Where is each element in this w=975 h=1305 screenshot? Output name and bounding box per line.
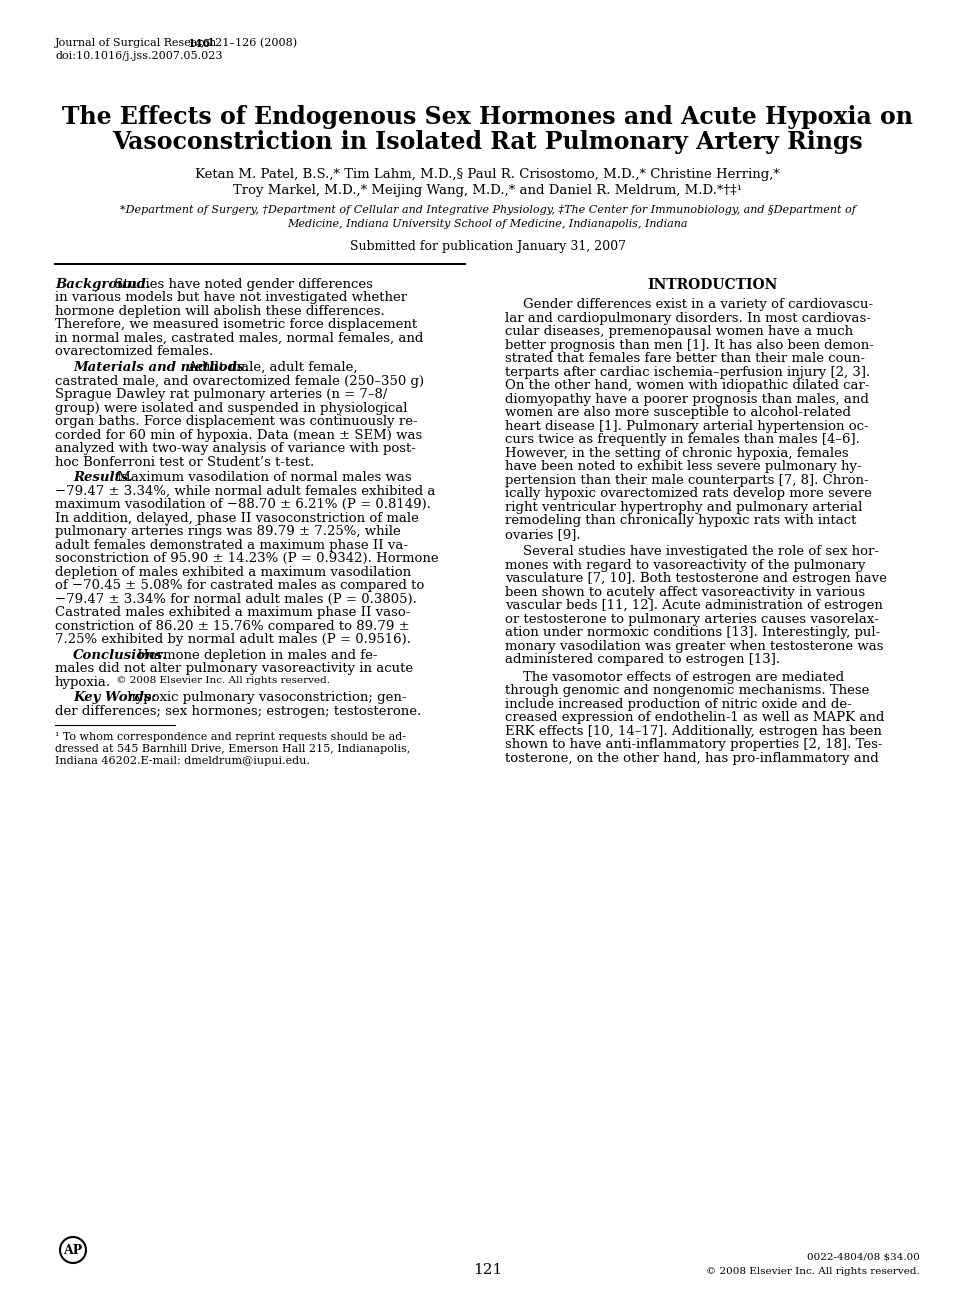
Text: Adult male, adult female,: Adult male, adult female, bbox=[183, 361, 357, 375]
Text: Castrated males exhibited a maximum phase II vaso-: Castrated males exhibited a maximum phas… bbox=[55, 606, 410, 619]
Text: Medicine, Indiana University School of Medicine, Indianapolis, Indiana: Medicine, Indiana University School of M… bbox=[288, 219, 687, 228]
Text: Indiana 46202.E-mail: dmeldrum@iupui.edu.: Indiana 46202.E-mail: dmeldrum@iupui.edu… bbox=[55, 756, 310, 766]
Text: 121: 121 bbox=[473, 1263, 502, 1278]
Text: monary vasodilation was greater when testosterone was: monary vasodilation was greater when tes… bbox=[505, 639, 883, 652]
Text: have been noted to exhibit less severe pulmonary hy-: have been noted to exhibit less severe p… bbox=[505, 461, 862, 474]
Text: , 121–126 (2008): , 121–126 (2008) bbox=[201, 38, 297, 48]
Text: ¹ To whom correspondence and reprint requests should be ad-: ¹ To whom correspondence and reprint req… bbox=[55, 732, 406, 741]
Text: Gender differences exist in a variety of cardiovascu-: Gender differences exist in a variety of… bbox=[523, 299, 874, 312]
Text: ovaries [9].: ovaries [9]. bbox=[505, 527, 581, 540]
Text: der differences; sex hormones; estrogen; testosterone.: der differences; sex hormones; estrogen;… bbox=[55, 705, 421, 718]
Text: Background.: Background. bbox=[55, 278, 150, 291]
Text: ation under normoxic conditions [13]. Interestingly, pul-: ation under normoxic conditions [13]. In… bbox=[505, 626, 880, 639]
Text: maximum vasodilation of −88.70 ± 6.21% (P = 0.8149).: maximum vasodilation of −88.70 ± 6.21% (… bbox=[55, 499, 431, 512]
Text: hypoxic pulmonary vasoconstriction; gen-: hypoxic pulmonary vasoconstriction; gen- bbox=[124, 692, 407, 705]
Text: 7.25% exhibited by normal adult males (P = 0.9516).: 7.25% exhibited by normal adult males (P… bbox=[55, 633, 411, 646]
Text: Studies have noted gender differences: Studies have noted gender differences bbox=[110, 278, 373, 291]
Text: through genomic and nongenomic mechanisms. These: through genomic and nongenomic mechanism… bbox=[505, 684, 870, 697]
Text: Maximum vasodilation of normal males was: Maximum vasodilation of normal males was bbox=[113, 471, 411, 484]
Text: Ketan M. Patel, B.S.,* Tim Lahm, M.D.,§ Paul R. Crisostomo, M.D.,* Christine Her: Ketan M. Patel, B.S.,* Tim Lahm, M.D.,§ … bbox=[195, 168, 780, 181]
Text: INTRODUCTION: INTRODUCTION bbox=[647, 278, 778, 292]
Text: heart disease [1]. Pulmonary arterial hypertension oc-: heart disease [1]. Pulmonary arterial hy… bbox=[505, 420, 869, 433]
Text: hormone depletion will abolish these differences.: hormone depletion will abolish these dif… bbox=[55, 305, 385, 318]
Text: 0022-4804/08 $34.00: 0022-4804/08 $34.00 bbox=[807, 1253, 920, 1262]
Text: Vasoconstriction in Isolated Rat Pulmonary Artery Rings: Vasoconstriction in Isolated Rat Pulmona… bbox=[112, 130, 863, 154]
Text: remodeling than chronically hypoxic rats with intact: remodeling than chronically hypoxic rats… bbox=[505, 514, 856, 527]
Text: right ventricular hypertrophy and pulmonary arterial: right ventricular hypertrophy and pulmon… bbox=[505, 501, 862, 514]
Text: Results.: Results. bbox=[73, 471, 133, 484]
Text: shown to have anti-inflammatory properties [2, 18]. Tes-: shown to have anti-inflammatory properti… bbox=[505, 739, 882, 752]
Text: However, in the setting of chronic hypoxia, females: However, in the setting of chronic hypox… bbox=[505, 446, 848, 459]
Text: males did not alter pulmonary vasoreactivity in acute: males did not alter pulmonary vasoreacti… bbox=[55, 662, 413, 675]
Text: in normal males, castrated males, normal females, and: in normal males, castrated males, normal… bbox=[55, 331, 423, 345]
Text: doi:10.1016/j.jss.2007.05.023: doi:10.1016/j.jss.2007.05.023 bbox=[55, 51, 222, 61]
Text: vasculature [7, 10]. Both testosterone and estrogen have: vasculature [7, 10]. Both testosterone a… bbox=[505, 573, 887, 586]
Text: *Department of Surgery, †Department of Cellular and Integrative Physiology, ‡The: *Department of Surgery, †Department of C… bbox=[120, 205, 855, 215]
Text: tosterone, on the other hand, has pro-inflammatory and: tosterone, on the other hand, has pro-in… bbox=[505, 752, 878, 765]
Text: The Effects of Endogenous Sex Hormones and Acute Hypoxia on: The Effects of Endogenous Sex Hormones a… bbox=[62, 104, 913, 129]
Text: 146: 146 bbox=[187, 38, 211, 50]
Text: © 2008 Elsevier Inc. All rights reserved.: © 2008 Elsevier Inc. All rights reserved… bbox=[113, 676, 331, 685]
Text: constriction of 86.20 ± 15.76% compared to 89.79 ±: constriction of 86.20 ± 15.76% compared … bbox=[55, 620, 410, 633]
Text: ovarectomized females.: ovarectomized females. bbox=[55, 346, 214, 359]
Text: include increased production of nitric oxide and de-: include increased production of nitric o… bbox=[505, 698, 852, 711]
Text: © 2008 Elsevier Inc. All rights reserved.: © 2008 Elsevier Inc. All rights reserved… bbox=[706, 1267, 920, 1276]
Text: Submitted for publication January 31, 2007: Submitted for publication January 31, 20… bbox=[349, 240, 626, 253]
Text: pulmonary arteries rings was 89.79 ± 7.25%, while: pulmonary arteries rings was 89.79 ± 7.2… bbox=[55, 525, 401, 538]
Text: castrated male, and ovarectomized female (250–350 g): castrated male, and ovarectomized female… bbox=[55, 375, 424, 388]
Text: Materials and methods.: Materials and methods. bbox=[73, 361, 249, 375]
Text: terparts after cardiac ischemia–perfusion injury [2, 3].: terparts after cardiac ischemia–perfusio… bbox=[505, 365, 871, 378]
Text: diomyopathy have a poorer prognosis than males, and: diomyopathy have a poorer prognosis than… bbox=[505, 393, 869, 406]
Text: women are also more susceptible to alcohol-related: women are also more susceptible to alcoh… bbox=[505, 406, 851, 419]
Text: Journal of Surgical Research: Journal of Surgical Research bbox=[55, 38, 220, 48]
Text: better prognosis than men [1]. It has also been demon-: better prognosis than men [1]. It has al… bbox=[505, 339, 874, 352]
Text: cular diseases, premenopausal women have a much: cular diseases, premenopausal women have… bbox=[505, 325, 853, 338]
Text: In addition, delayed, phase II vasoconstriction of male: In addition, delayed, phase II vasoconst… bbox=[55, 512, 419, 525]
Text: analyzed with two-way analysis of variance with post-: analyzed with two-way analysis of varian… bbox=[55, 442, 416, 455]
Text: ically hypoxic ovarectomized rats develop more severe: ically hypoxic ovarectomized rats develo… bbox=[505, 487, 872, 500]
Text: ERK effects [10, 14–17]. Additionally, estrogen has been: ERK effects [10, 14–17]. Additionally, e… bbox=[505, 724, 881, 737]
Text: −79.47 ± 3.34% for normal adult males (P = 0.3805).: −79.47 ± 3.34% for normal adult males (P… bbox=[55, 592, 417, 606]
Text: Therefore, we measured isometric force displacement: Therefore, we measured isometric force d… bbox=[55, 318, 417, 331]
Text: vascular beds [11, 12]. Acute administration of estrogen: vascular beds [11, 12]. Acute administra… bbox=[505, 599, 883, 612]
Text: Key Words:: Key Words: bbox=[73, 692, 156, 705]
Text: Sprague Dawley rat pulmonary arteries (n = 7–8/: Sprague Dawley rat pulmonary arteries (n… bbox=[55, 388, 387, 401]
Text: Hormone depletion in males and fe-: Hormone depletion in males and fe- bbox=[134, 649, 378, 662]
Text: or testosterone to pulmonary arteries causes vasorelax-: or testosterone to pulmonary arteries ca… bbox=[505, 613, 878, 626]
Text: of −70.45 ± 5.08% for castrated males as compared to: of −70.45 ± 5.08% for castrated males as… bbox=[55, 579, 424, 592]
Text: Troy Markel, M.D.,* Meijing Wang, M.D.,* and Daniel R. Meldrum, M.D.*†‡¹: Troy Markel, M.D.,* Meijing Wang, M.D.,*… bbox=[233, 184, 742, 197]
Text: adult females demonstrated a maximum phase II va-: adult females demonstrated a maximum pha… bbox=[55, 539, 408, 552]
Text: corded for 60 min of hypoxia. Data (mean ± SEM) was: corded for 60 min of hypoxia. Data (mean… bbox=[55, 428, 422, 441]
Text: creased expression of endothelin-1 as well as MAPK and: creased expression of endothelin-1 as we… bbox=[505, 711, 884, 724]
Text: hoc Bonferroni test or Student’s t-test.: hoc Bonferroni test or Student’s t-test. bbox=[55, 455, 314, 468]
Text: strated that females fare better than their male coun-: strated that females fare better than th… bbox=[505, 352, 865, 365]
Text: depletion of males exhibited a maximum vasodilation: depletion of males exhibited a maximum v… bbox=[55, 565, 411, 578]
Text: pertension than their male counterparts [7, 8]. Chron-: pertension than their male counterparts … bbox=[505, 474, 869, 487]
Text: curs twice as frequently in females than males [4–6].: curs twice as frequently in females than… bbox=[505, 433, 860, 446]
Text: been shown to acutely affect vasoreactivity in various: been shown to acutely affect vasoreactiv… bbox=[505, 586, 865, 599]
Text: dressed at 545 Barnhill Drive, Emerson Hall 215, Indianapolis,: dressed at 545 Barnhill Drive, Emerson H… bbox=[55, 744, 410, 753]
Text: in various models but have not investigated whether: in various models but have not investiga… bbox=[55, 291, 408, 304]
Text: Several studies have investigated the role of sex hor-: Several studies have investigated the ro… bbox=[523, 545, 879, 559]
Text: Conclusions.: Conclusions. bbox=[73, 649, 168, 662]
Text: administered compared to estrogen [13].: administered compared to estrogen [13]. bbox=[505, 654, 780, 667]
Text: −79.47 ± 3.34%, while normal adult females exhibited a: −79.47 ± 3.34%, while normal adult femal… bbox=[55, 484, 436, 497]
Text: The vasomotor effects of estrogen are mediated: The vasomotor effects of estrogen are me… bbox=[523, 671, 844, 684]
Text: lar and cardiopulmonary disorders. In most cardiovas-: lar and cardiopulmonary disorders. In mo… bbox=[505, 312, 871, 325]
Text: group) were isolated and suspended in physiological: group) were isolated and suspended in ph… bbox=[55, 402, 408, 415]
Text: AP: AP bbox=[63, 1244, 83, 1257]
Text: hypoxia.: hypoxia. bbox=[55, 676, 111, 689]
Text: mones with regard to vasoreactivity of the pulmonary: mones with regard to vasoreactivity of t… bbox=[505, 559, 866, 572]
Text: soconstriction of 95.90 ± 14.23% (P = 0.9342). Hormone: soconstriction of 95.90 ± 14.23% (P = 0.… bbox=[55, 552, 439, 565]
Text: organ baths. Force displacement was continuously re-: organ baths. Force displacement was cont… bbox=[55, 415, 417, 428]
Text: On the other hand, women with idiopathic dilated car-: On the other hand, women with idiopathic… bbox=[505, 380, 870, 393]
